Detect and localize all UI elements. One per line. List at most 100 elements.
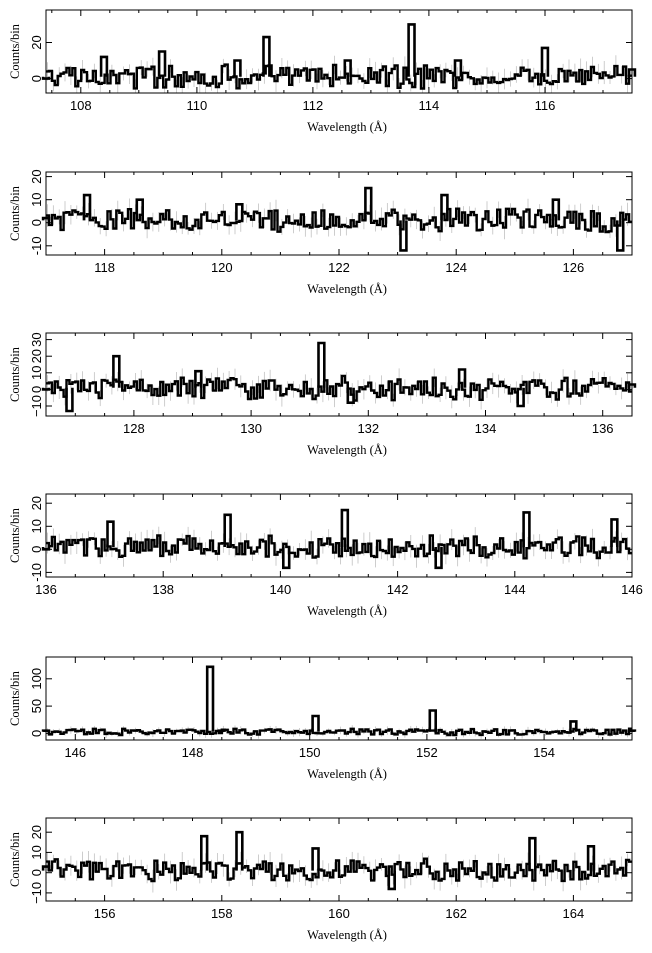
x-axis-label: Wavelength (Å) [307, 928, 387, 942]
x-axis-label: Wavelength (Å) [307, 120, 387, 134]
x-tick-label: 128 [123, 421, 145, 436]
data-point [233, 59, 242, 77]
data-point [434, 547, 443, 570]
y-axis-label: Counts/bin [8, 507, 22, 563]
data-point [343, 59, 352, 77]
data-point [407, 23, 416, 77]
data-point [223, 513, 232, 547]
histogram-trace [46, 534, 632, 560]
data-point [200, 834, 209, 871]
x-tick-label: 156 [94, 906, 116, 921]
y-tick-label: 10 [29, 845, 44, 859]
x-tick-label: 134 [475, 421, 497, 436]
plot-frame [45, 9, 633, 94]
x-tick-label: 132 [357, 421, 379, 436]
data-point [157, 50, 167, 77]
data-point [262, 35, 271, 77]
y-axis-label: Counts/bin [8, 23, 22, 79]
x-tick-label: 120 [211, 260, 233, 275]
panel-4: 136 138 140 142 144 146 -10 0 10 20 Wavelength (Å)… [8, 493, 643, 618]
panel-2: 118 120 122 124 126 -10 0 10 20 Wavelength (Å) Cou… [8, 169, 633, 296]
data-point [522, 511, 531, 547]
x-tick-label: 110 [187, 98, 208, 113]
x-tick-label: 130 [240, 421, 262, 436]
panel-3: 128 130 132 134 136 −10 0 10 20 30 Wavelength (Å) C… [8, 332, 637, 457]
data-point [317, 341, 326, 388]
x-tick-label: 126 [563, 260, 585, 275]
y-tick-label: -10 [29, 563, 44, 582]
y-tick-label: 20 [29, 496, 44, 510]
y-tick-label: 0 [29, 219, 44, 226]
data-point [194, 369, 203, 388]
x-axis-label: Wavelength (Å) [307, 604, 387, 618]
x-tick-label: 116 [535, 98, 556, 113]
x-tick-label: 164 [563, 906, 585, 921]
y-axis-label: Counts/bin [8, 346, 22, 402]
data-point [65, 387, 74, 413]
x-tick-label: 148 [182, 745, 204, 760]
x-tick-label: 154 [533, 745, 555, 760]
plot-frame [45, 332, 633, 417]
y-tick-label: 100 [29, 668, 44, 690]
x-tick-label: 108 [70, 98, 92, 113]
data-point [135, 198, 144, 221]
data-point [399, 220, 408, 252]
y-tick-label: 10 [29, 519, 44, 533]
x-tick-label: 112 [303, 98, 324, 113]
data-point [528, 836, 537, 871]
x-axis-label: Wavelength (Å) [307, 282, 387, 296]
y-tick-label: 0 [29, 386, 44, 393]
data-point [551, 198, 561, 221]
data-point [282, 547, 291, 570]
x-axis-label: Wavelength (Å) [307, 767, 387, 781]
y-tick-label: -10 [29, 236, 44, 255]
x-tick-label: 136 [592, 421, 614, 436]
x-tick-label: 136 [35, 582, 57, 597]
y-tick-label: 20 [29, 169, 44, 183]
data-point [516, 387, 525, 408]
data-point [457, 368, 467, 388]
plot-frame [45, 493, 633, 578]
x-axis-label: Wavelength (Å) [307, 443, 387, 457]
x-tick-label: 146 [621, 582, 643, 597]
data-point [112, 354, 121, 388]
x-tick-label: 146 [64, 745, 86, 760]
data-point [346, 387, 355, 404]
data-point [205, 665, 215, 732]
x-tick-label: 122 [328, 260, 350, 275]
data-point [387, 870, 396, 891]
data-point [340, 508, 350, 547]
x-tick-label: 124 [445, 260, 467, 275]
data-point [610, 518, 619, 547]
x-tick-label: 152 [416, 745, 438, 760]
panel-6: 156 158 160 162 164 −10 0 10 20 Wavelength (Å) Cou… [8, 817, 633, 942]
y-tick-label: 0 [29, 869, 44, 876]
y-axis-label: Counts/bin [8, 831, 22, 887]
y-tick-label: 20 [29, 349, 44, 363]
x-tick-label: 160 [328, 906, 350, 921]
x-tick-label: 150 [299, 745, 321, 760]
data-point [235, 830, 244, 871]
data-point [540, 46, 550, 77]
data-point [311, 847, 320, 871]
data-point [82, 193, 92, 221]
y-tick-label: 30 [29, 332, 44, 346]
y-tick-label: 0 [29, 75, 44, 82]
x-tick-label: 142 [387, 582, 409, 597]
y-axis-label: Counts/bin [8, 185, 22, 241]
x-tick-label: 114 [419, 98, 440, 113]
data-point [364, 186, 373, 221]
data-point [428, 709, 437, 732]
x-tick-label: 158 [211, 906, 233, 921]
x-tick-label: 138 [152, 582, 174, 597]
data-point [106, 520, 115, 547]
panel-5: 146 148 150 152 154 0 50 100 Wavelength (Å) Count… [8, 656, 637, 781]
y-axis-label: Counts/bin [8, 670, 22, 726]
data-point [311, 714, 320, 732]
data-point [235, 203, 244, 221]
x-tick-label: 162 [445, 906, 467, 921]
data-point [616, 220, 625, 252]
data-point [440, 193, 449, 221]
data-point [586, 845, 596, 871]
